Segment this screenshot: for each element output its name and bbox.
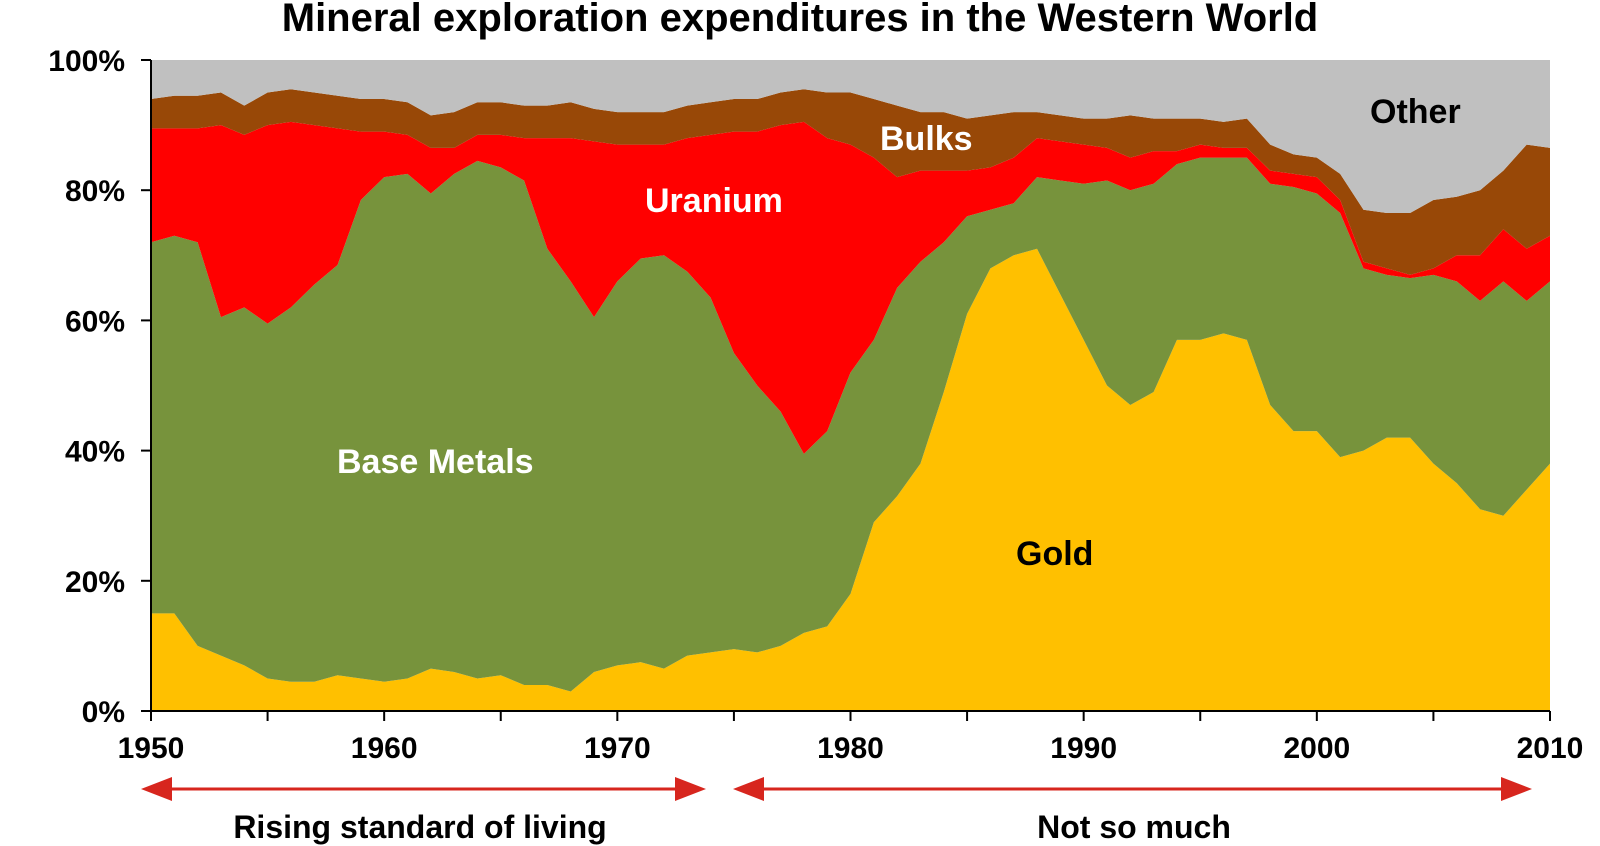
area-layers (151, 60, 1550, 712)
x-tick-label: 1990 (1050, 732, 1117, 765)
x-tick-label: 1980 (817, 732, 884, 765)
arrow-right-head-left (733, 777, 764, 801)
chart-title: Mineral exploration expenditures in the … (281, 0, 1319, 40)
y-ticks: 0% 20% 40% 60% 80% 100% (48, 45, 151, 729)
y-tick-label: 80% (65, 175, 125, 208)
y-tick-label: 0% (82, 696, 125, 729)
y-tick-label: 40% (65, 436, 125, 469)
x-tick-label: 2000 (1283, 732, 1350, 765)
area-gold (151, 248, 1550, 712)
arrow-left-head-right (675, 777, 706, 801)
x-ticks: 1950 1960 1970 1980 1990 2000 2010 (118, 711, 1584, 765)
arrow-left-head-left (141, 777, 172, 801)
x-tick-label: 1960 (351, 732, 418, 765)
label-other: Other (1370, 93, 1461, 131)
arrow-right (733, 777, 1532, 801)
y-tick-label: 100% (48, 45, 125, 78)
label-uranium: Uranium (645, 182, 783, 220)
area-uranium (151, 121, 1550, 454)
y-tick-label: 60% (65, 305, 125, 338)
x-tick-label: 1970 (584, 732, 651, 765)
label-base-metals: Base Metals (337, 443, 534, 481)
x-tick-label: 2010 (1517, 732, 1584, 765)
arrow-right-head-right (1501, 777, 1532, 801)
label-gold: Gold (1016, 535, 1093, 573)
label-bulks: Bulks (880, 120, 973, 158)
area-bulks (151, 89, 1550, 275)
arrow-left (141, 777, 706, 801)
annotation-left: Rising standard of living (233, 809, 606, 845)
annotation-right: Not so much (1037, 809, 1231, 845)
area-other (151, 60, 1550, 213)
area-base-metals (151, 157, 1550, 692)
x-tick-label: 1950 (118, 732, 185, 765)
y-tick-label: 20% (65, 566, 125, 599)
